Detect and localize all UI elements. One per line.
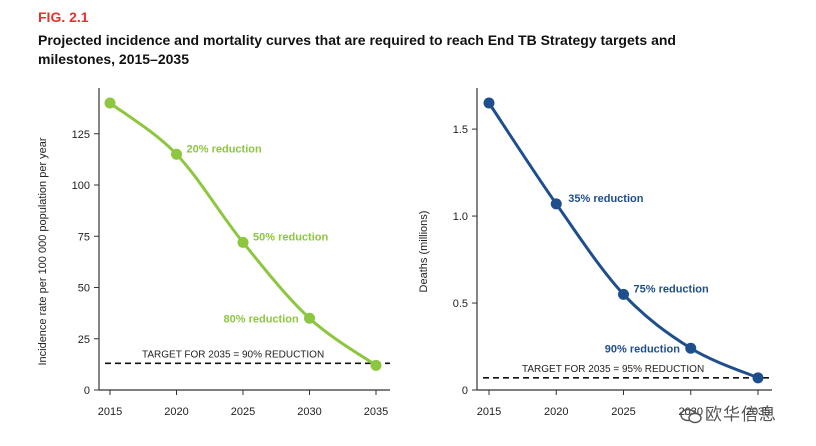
incidence-chart: 0 25 50 75 100 125 2015 2020 2025 2030 2035 Inciden… — [37, 88, 390, 418]
x-tick-label: 2030 — [297, 406, 321, 418]
y-tick-label: 125 — [72, 129, 90, 141]
y-tick-label: 0 — [462, 385, 468, 397]
x-tick-label: 2020 — [164, 406, 188, 418]
watermark: 欧华信息 — [680, 400, 777, 425]
reduction-annotation: 80% reduction — [224, 313, 299, 325]
x-tick-label: 2020 — [544, 406, 568, 418]
y-tick-label: 0 — [84, 385, 90, 397]
x-tick-label: 2015 — [477, 406, 501, 418]
x-tick-label: 2025 — [611, 406, 635, 418]
y-tick-label: 25 — [78, 334, 90, 346]
data-point — [550, 198, 562, 210]
x-tick-label: 2015 — [98, 406, 122, 418]
data-point — [237, 236, 249, 248]
reduction-annotation: 50% reduction — [253, 231, 328, 243]
x-tick-label: 2035 — [746, 406, 770, 418]
series-line-mortality — [487, 101, 760, 380]
data-point — [483, 97, 495, 109]
y-tick-label: 100 — [72, 180, 90, 192]
reduction-annotation: 20% reduction — [187, 143, 262, 155]
y-tick-label: 1.0 — [453, 211, 468, 223]
reduction-annotation: 90% reduction — [605, 343, 680, 355]
y-axis-label: Incidence rate per 100 000 population pe… — [37, 137, 49, 365]
data-point — [171, 148, 182, 160]
data-point — [370, 359, 382, 371]
y-tick-label: 75 — [78, 231, 90, 243]
data-point — [304, 312, 315, 324]
y-tick-label: 1.5 — [453, 124, 468, 136]
wechat-icon — [680, 408, 702, 424]
x-tick-label: 2035 — [364, 406, 388, 418]
reduction-annotation: 35% reduction — [568, 193, 643, 205]
watermark-text: 欧华信息 — [705, 405, 777, 424]
y-axis-label: Deaths (millions) — [418, 211, 430, 293]
x-tick-label: 2025 — [231, 406, 255, 418]
data-point — [685, 342, 697, 354]
figure-label: FIG. 2.1 — [38, 9, 89, 25]
target-label: TARGET FOR 2035 = 90% REDUCTION — [142, 349, 324, 360]
data-point — [104, 97, 116, 109]
data-point — [752, 372, 764, 384]
data-point — [618, 288, 629, 300]
figure-title: Projected incidence and mortality curves… — [38, 32, 676, 67]
y-tick-label: 50 — [78, 283, 90, 295]
reduction-annotation: 75% reduction — [634, 283, 709, 295]
y-tick-label: 0.5 — [453, 298, 468, 310]
target-label: TARGET FOR 2035 = 95% REDUCTION — [522, 364, 704, 375]
